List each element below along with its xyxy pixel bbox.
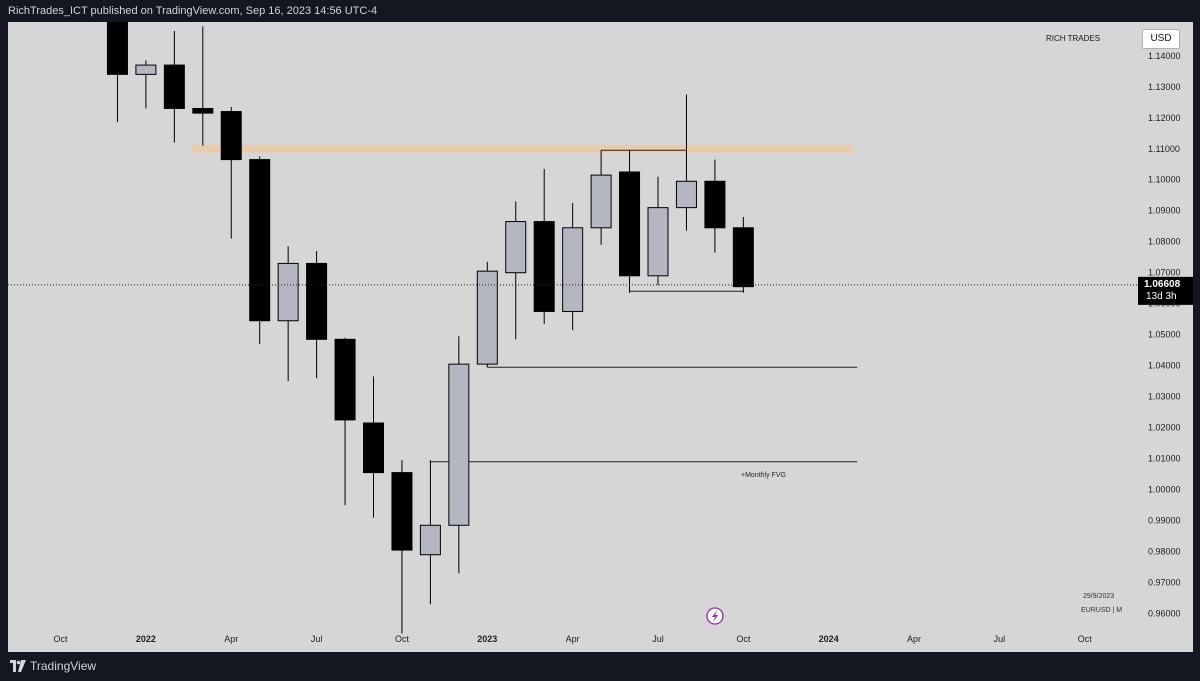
footer-bar: TradingView — [0, 652, 1200, 681]
candle-body — [704, 180, 726, 229]
y-tick-label: 1.08000 — [1148, 237, 1181, 247]
candle — [277, 246, 299, 382]
candle-body — [135, 64, 157, 75]
candle-body — [476, 270, 498, 365]
publish-header: RichTrades_ICT published on TradingView.… — [0, 0, 1200, 22]
current-price-label: 1.06608 — [1144, 279, 1181, 290]
x-tick-label: Apr — [566, 634, 580, 644]
candle-body — [448, 363, 470, 526]
candle — [249, 156, 271, 344]
candle — [675, 94, 697, 231]
lightning-icon[interactable] — [706, 607, 724, 625]
y-tick-label: 1.01000 — [1148, 454, 1181, 464]
y-tick-label: 0.96000 — [1148, 609, 1181, 619]
x-tick-label: Oct — [54, 634, 69, 644]
candle-body — [619, 171, 641, 277]
candle — [192, 26, 214, 146]
x-tick-label: 2024 — [819, 634, 839, 644]
date-label: 29/9/2023 — [1083, 593, 1114, 600]
candle — [619, 150, 641, 293]
symbol-label: EURUSD | M — [1081, 607, 1122, 614]
y-tick-label: 1.02000 — [1148, 423, 1181, 433]
bar-countdown-label: 13d 3h — [1146, 291, 1177, 302]
candle — [220, 106, 242, 239]
x-tick-label: Oct — [395, 634, 410, 644]
y-tick-label: 1.11000 — [1148, 144, 1180, 154]
candle-body — [106, 5, 128, 75]
y-tick-label: 1.07000 — [1148, 268, 1181, 278]
x-tick-label: Oct — [736, 634, 751, 644]
y-tick-label: 0.98000 — [1148, 547, 1181, 557]
candle-body — [732, 227, 754, 288]
y-tick-label: 1.13000 — [1148, 82, 1181, 92]
watermark-label: RICH TRADES — [1046, 34, 1101, 43]
y-tick-label: 0.97000 — [1148, 578, 1181, 588]
supply-zone — [192, 145, 854, 153]
candle-body — [590, 174, 612, 229]
candle-body — [192, 107, 214, 114]
candle-body — [277, 262, 299, 322]
candle — [704, 159, 726, 253]
candle-body — [363, 422, 384, 474]
x-tick-label: Apr — [224, 634, 238, 644]
y-tick-label: 1.05000 — [1148, 330, 1181, 340]
chart-area[interactable]: 1.14000 1.13000 1.12000 1.11000 1.10000 1.090… — [8, 0, 1193, 652]
monthly-fvg-label: +Monthly FVG — [741, 472, 786, 479]
candle — [562, 202, 584, 331]
x-tick-label: Jul — [994, 634, 1006, 644]
y-tick-label: 1.14000 — [1148, 51, 1181, 61]
candle-body — [533, 221, 555, 312]
candle — [391, 460, 413, 634]
candle — [448, 336, 470, 574]
candle-body — [249, 159, 271, 322]
tradingview-logo-icon[interactable] — [10, 660, 26, 672]
currency-button[interactable]: USD — [1142, 29, 1180, 49]
candle — [163, 30, 185, 143]
x-tick-label: Oct — [1078, 634, 1093, 644]
y-tick-label: 1.03000 — [1148, 392, 1181, 402]
candle-body — [675, 180, 697, 209]
candle-body — [391, 472, 413, 551]
y-tick-label: 0.99000 — [1148, 516, 1181, 526]
x-tick-label: 2022 — [136, 634, 156, 644]
x-tick-label: Jul — [311, 634, 323, 644]
y-tick-label: 1.04000 — [1148, 361, 1181, 371]
candle-body — [220, 111, 242, 161]
candle — [306, 251, 328, 379]
candle — [533, 168, 555, 324]
candle — [505, 201, 527, 340]
candle — [647, 176, 669, 286]
candle-body — [505, 221, 527, 274]
candle — [476, 261, 498, 368]
candle — [732, 216, 754, 293]
price-badge: 1.06608 13d 3h — [1138, 276, 1193, 305]
y-tick-label: 1.10000 — [1148, 175, 1181, 185]
candle-body — [562, 227, 584, 312]
x-tick-label: Apr — [907, 634, 921, 644]
candle-body — [163, 64, 185, 109]
candle — [419, 460, 441, 605]
candle-body — [647, 207, 669, 277]
footer-brand[interactable]: TradingView — [30, 659, 97, 673]
x-tick-label: Jul — [652, 634, 664, 644]
candle — [106, 0, 128, 123]
x-tick-label: 2023 — [477, 634, 497, 644]
y-tick-label: 1.09000 — [1148, 206, 1181, 216]
candle — [334, 337, 356, 506]
candle — [363, 376, 384, 518]
candle-body — [306, 262, 328, 340]
publish-info: RichTrades_ICT published on TradingView.… — [8, 5, 378, 17]
y-tick-label: 1.00000 — [1148, 485, 1181, 495]
candle — [135, 60, 157, 109]
y-tick-label: 1.12000 — [1148, 113, 1181, 123]
candle-body — [419, 524, 441, 556]
candle-body — [334, 338, 356, 421]
price-chart[interactable]: 1.14000 1.13000 1.12000 1.11000 1.10000 1.090… — [8, 0, 1193, 652]
candle — [590, 150, 612, 245]
